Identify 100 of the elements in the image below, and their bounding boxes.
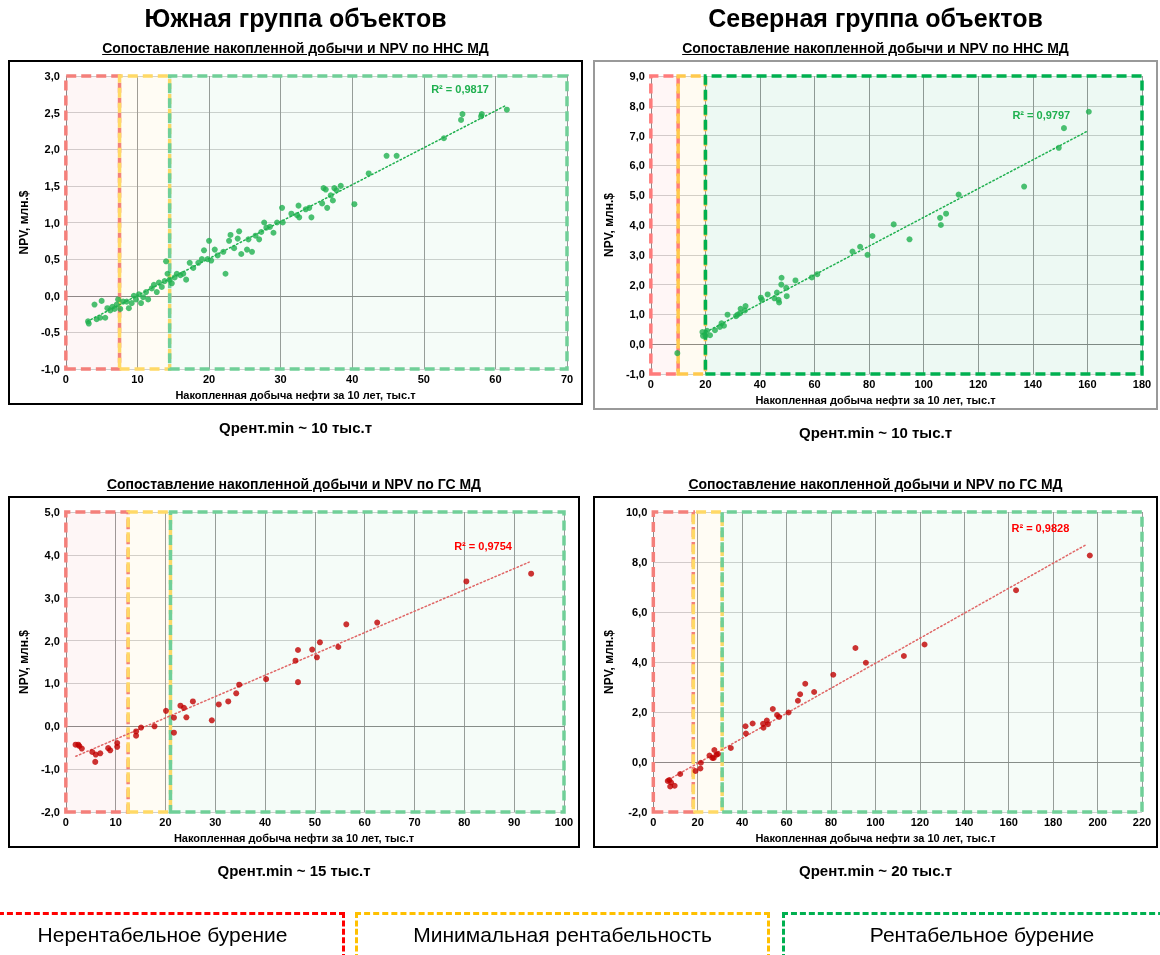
category-label: Рентабельное бурение xyxy=(782,912,1160,955)
text: Qрент.min ~ 20 тыс.т xyxy=(798,862,953,879)
annotation: R² = 0,9797 xyxy=(1012,108,1071,121)
y-tick-label: 2,0 xyxy=(632,706,648,718)
x-tick-label: 120 xyxy=(910,815,930,828)
y-tick-label: 1,5 xyxy=(44,179,60,192)
x-tick-label: 100 xyxy=(554,815,574,828)
y-tick-label: -1,0 xyxy=(40,363,60,375)
x-tick-label: 50 xyxy=(308,815,322,828)
y-tick-label: 0,0 xyxy=(629,338,645,351)
x-axis-title: Накопленная добыча нефти за 10 лет, тыс.т xyxy=(755,831,997,844)
y-tick-label: 8,0 xyxy=(632,556,648,568)
x-tick-label: 160 xyxy=(1078,377,1097,390)
x-tick-label: 20 xyxy=(691,815,704,828)
chart-title: Южная группа объектов xyxy=(144,3,447,34)
y-tick-label: 9,0 xyxy=(629,70,645,82)
category-label: Нерентабельное бурение xyxy=(0,912,345,955)
x-tick-label: 30 xyxy=(209,815,222,828)
x-tick-label: 40 xyxy=(258,815,272,828)
x-tick-label: 100 xyxy=(866,815,885,828)
chart-subtitle: Сопоставление накопленной добычи и NPV по ННС МД xyxy=(682,39,1069,58)
x-tick-label: 80 xyxy=(824,815,838,828)
x-tick-label: 70 xyxy=(560,372,574,385)
y-tick-label: 5,0 xyxy=(44,506,60,518)
chart-subtitle: Сопоставление накопленной добычи и NPV по ННС МД xyxy=(102,39,489,58)
x-tick-label: 0 xyxy=(650,815,657,828)
y-tick-label: 3,0 xyxy=(44,591,60,604)
y-tick-label: 2,5 xyxy=(44,106,60,119)
x-tick-label: 20 xyxy=(202,372,216,385)
y-tick-label: -1,0 xyxy=(625,368,645,380)
x-tick-label: 60 xyxy=(489,372,502,385)
x-tick-label: 160 xyxy=(999,815,1018,828)
text: Qрент.min ~ 10 тыс.т xyxy=(798,424,953,441)
annotation: R² = 0,9754 xyxy=(454,539,513,552)
y-tick-label: 6,0 xyxy=(632,606,648,618)
y-tick-label: -2,0 xyxy=(40,806,60,818)
x-tick-label: 10 xyxy=(131,372,144,385)
y-tick-label: 0,0 xyxy=(44,289,60,302)
x-tick-label: 180 xyxy=(1132,377,1152,390)
y-axis-title: NPV, млн.$ xyxy=(17,629,31,694)
x-tick-label: 40 xyxy=(736,815,749,828)
y-tick-label: 0,5 xyxy=(44,253,60,266)
x-tick-label: 60 xyxy=(780,815,793,828)
x-axis-title: Накопленная добыча нефти за 10 лет, тыс.т xyxy=(173,831,415,844)
x-tick-label: 100 xyxy=(914,377,933,390)
y-tick-label: 2,0 xyxy=(44,634,60,647)
annotation: R² = 0,9828 xyxy=(1011,522,1070,534)
y-tick-label: 0,0 xyxy=(632,756,648,768)
annotation: R² = 0,9817 xyxy=(431,82,489,95)
text: Qрент.min ~ 15 тыс.т xyxy=(217,862,371,879)
x-tick-label: 30 xyxy=(274,372,287,385)
x-tick-label: 0 xyxy=(647,377,654,390)
y-tick-label: 6,0 xyxy=(629,159,645,172)
x-tick-label: 40 xyxy=(753,377,767,390)
x-tick-label: 90 xyxy=(508,815,521,828)
category-label: Минимальная рентабельность xyxy=(355,912,770,955)
chart-title: Сопоставление накопленной добычи и NPV по ГС МД xyxy=(688,475,1063,494)
x-tick-label: 0 xyxy=(62,815,69,828)
x-tick-label: 20 xyxy=(699,377,712,390)
x-axis-title: Накопленная добыча нефти за 10 лет, тыс.т xyxy=(755,393,997,406)
y-tick-label: 8,0 xyxy=(629,99,645,112)
y-tick-label: 0,0 xyxy=(44,720,60,733)
y-tick-label: 1,0 xyxy=(44,677,60,690)
x-axis-title: Накопленная добыча нефти за 10 лет, тыс.т xyxy=(175,388,417,401)
x-tick-label: 80 xyxy=(458,815,471,828)
y-tick-label: -1,0 xyxy=(40,763,60,776)
x-tick-label: 0 xyxy=(62,372,69,385)
x-tick-label: 10 xyxy=(109,815,122,828)
chart-title: Северная группа объектов xyxy=(708,3,1043,34)
x-tick-label: 140 xyxy=(1023,377,1043,390)
y-tick-label: 7,0 xyxy=(629,129,645,142)
x-tick-label: 220 xyxy=(1132,815,1152,828)
y-tick-label: 5,0 xyxy=(629,189,645,202)
chart-title: Сопоставление накопленной добычи и NPV по ГС МД xyxy=(106,475,482,494)
y-tick-label: 1,0 xyxy=(629,308,645,321)
x-tick-label: 50 xyxy=(417,372,430,385)
x-tick-label: 60 xyxy=(808,377,821,390)
x-tick-label: 200 xyxy=(1088,815,1107,828)
y-axis-title: NPV, млн.$ xyxy=(17,190,31,255)
y-axis-title: NPV, млн.$ xyxy=(602,192,616,257)
x-tick-label: 60 xyxy=(358,815,371,828)
x-tick-label: 40 xyxy=(346,372,359,385)
y-axis-title: NPV, млн.$ xyxy=(602,629,616,694)
x-tick-label: 180 xyxy=(1043,815,1063,828)
y-tick-label: 4,0 xyxy=(44,548,60,561)
x-tick-label: 120 xyxy=(969,377,988,390)
y-tick-label: 4,0 xyxy=(632,656,648,668)
y-tick-label: -2,0 xyxy=(628,806,648,818)
x-tick-label: 80 xyxy=(863,377,876,390)
y-tick-label: 3,0 xyxy=(629,248,645,261)
x-tick-label: 140 xyxy=(955,815,974,828)
text: Qрент.min ~ 10 тыс.т xyxy=(218,419,373,436)
y-tick-label: 1,0 xyxy=(44,216,60,229)
y-tick-label: 4,0 xyxy=(629,219,645,231)
y-tick-label: -0,5 xyxy=(40,326,60,339)
x-tick-label: 20 xyxy=(159,815,172,828)
y-tick-label: 3,0 xyxy=(44,70,60,82)
y-tick-label: 10,0 xyxy=(625,506,648,518)
y-tick-label: 2,0 xyxy=(629,278,645,291)
x-tick-label: 70 xyxy=(408,815,421,828)
